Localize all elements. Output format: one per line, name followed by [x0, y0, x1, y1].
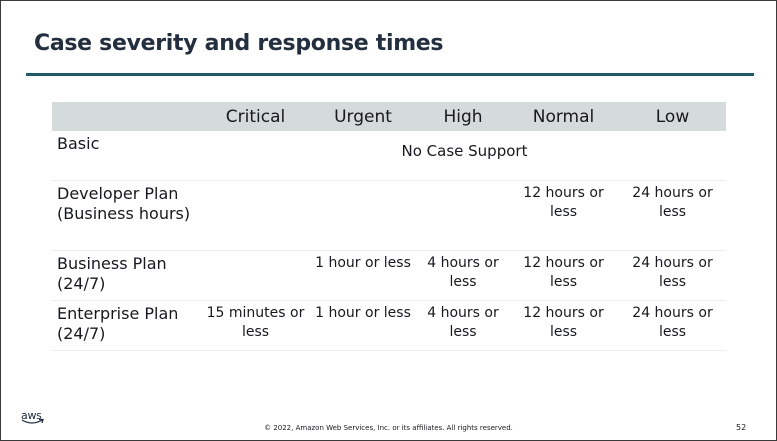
cell-critical [203, 180, 308, 251]
cell-normal: 12 hours or less [508, 180, 619, 251]
cell-high: 4 hours or less [418, 250, 508, 301]
cell-urgent: 1 hour or less [308, 300, 418, 351]
title-divider [26, 73, 754, 76]
aws-logo-text: aws [21, 409, 42, 422]
table-header-row: Critical Urgent High Normal Low [52, 102, 726, 131]
cell-low: 24 hours or less [619, 250, 726, 301]
cell-urgent [308, 180, 418, 251]
header-low: Low [619, 102, 726, 131]
table-row-enterprise: Enterprise Plan (24/7) 15 minutes or les… [52, 300, 726, 351]
header-critical: Critical [203, 102, 308, 131]
table-row-business: Business Plan (24/7) 1 hour or less 4 ho… [52, 250, 726, 301]
no-case-support-cell: No Case Support [203, 131, 726, 181]
page-number: 52 [736, 423, 747, 432]
cell-high: 4 hours or less [418, 300, 508, 351]
copyright-footer: © 2022, Amazon Web Services, Inc. or its… [264, 424, 513, 432]
severity-table: Critical Urgent High Normal Low Basic No… [52, 102, 726, 351]
cell-low: 24 hours or less [619, 180, 726, 251]
header-urgent: Urgent [308, 102, 418, 131]
cell-high [418, 180, 508, 251]
slide-title: Case severity and response times [34, 31, 444, 56]
aws-smile-icon [21, 418, 44, 424]
header-plan [52, 102, 203, 131]
cell-critical [203, 250, 308, 301]
plan-name: Enterprise Plan (24/7) [52, 300, 203, 351]
plan-name: Basic [52, 131, 203, 181]
cell-normal: 12 hours or less [508, 250, 619, 301]
aws-logo: aws [21, 409, 47, 427]
plan-name: Business Plan (24/7) [52, 250, 203, 301]
header-normal: Normal [508, 102, 619, 131]
header-high: High [418, 102, 508, 131]
cell-critical: 15 minutes or less [203, 300, 308, 351]
cell-urgent: 1 hour or less [308, 250, 418, 301]
table-row-basic: Basic No Case Support [52, 131, 726, 181]
cell-normal: 12 hours or less [508, 300, 619, 351]
table-row-developer: Developer Plan (Business hours) 12 hours… [52, 180, 726, 251]
plan-name: Developer Plan (Business hours) [52, 180, 203, 251]
cell-low: 24 hours or less [619, 300, 726, 351]
